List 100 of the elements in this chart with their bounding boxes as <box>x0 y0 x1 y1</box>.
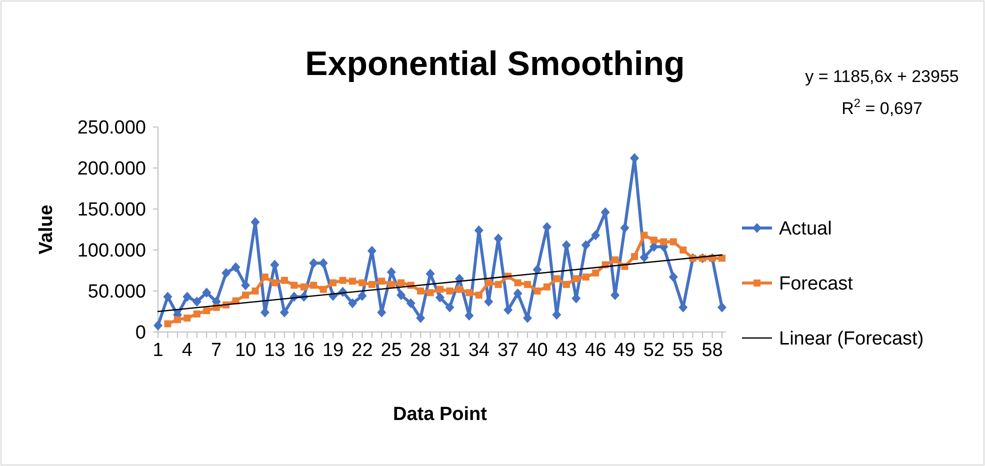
point <box>612 256 619 264</box>
point <box>368 280 376 288</box>
point <box>261 274 268 281</box>
x-tick-label: 43 <box>556 340 577 361</box>
point <box>184 314 191 322</box>
point <box>532 264 542 275</box>
point <box>680 246 687 254</box>
point <box>592 269 600 276</box>
point <box>553 275 560 282</box>
point <box>572 275 580 282</box>
point <box>310 282 318 289</box>
point <box>466 289 473 296</box>
point <box>426 289 434 296</box>
point <box>456 286 463 293</box>
point <box>718 254 726 262</box>
point <box>406 298 416 308</box>
x-tick-label: 16 <box>293 340 314 361</box>
point <box>475 292 482 299</box>
point <box>436 286 444 293</box>
point <box>718 302 726 312</box>
x-tick-label: 25 <box>380 340 402 361</box>
point <box>640 252 649 262</box>
x-tick-label: 40 <box>526 340 548 361</box>
point <box>668 272 678 282</box>
point <box>534 288 541 294</box>
point <box>446 288 454 294</box>
text: y = 1185,6x + 23955 <box>805 67 959 86</box>
x-tick-label: 55 <box>672 340 694 361</box>
y-tick-label: 0 <box>135 322 146 344</box>
point <box>670 238 677 246</box>
x-tick-label: 7 <box>211 340 222 361</box>
point <box>494 280 502 288</box>
point <box>582 274 590 281</box>
point <box>378 278 386 285</box>
x-tick-label: 22 <box>352 340 373 361</box>
point <box>193 310 200 318</box>
y-tick-label: 50.000 <box>88 282 146 303</box>
point <box>388 280 395 288</box>
point <box>309 258 318 268</box>
point <box>280 307 289 318</box>
point <box>182 292 192 302</box>
point <box>320 286 327 293</box>
point <box>485 279 492 286</box>
point <box>416 313 426 324</box>
point <box>543 283 550 290</box>
x-tick-label: 10 <box>234 340 256 361</box>
y-axis-title: Value <box>36 204 57 254</box>
x-tick-label: 58 <box>702 340 723 361</box>
point <box>174 316 181 324</box>
point <box>280 276 288 284</box>
point <box>271 279 278 286</box>
point <box>514 279 522 286</box>
point <box>252 288 259 294</box>
point <box>358 290 367 301</box>
point <box>358 279 366 286</box>
point <box>513 288 522 298</box>
point <box>290 282 298 289</box>
x-tick-label: 13 <box>264 340 286 361</box>
x-axis-title: Data Point <box>393 404 488 425</box>
legend-label: Actual <box>779 218 832 240</box>
point <box>396 290 406 300</box>
y-tick-label: 150.000 <box>77 200 146 221</box>
x-tick-label: 37 <box>498 340 519 361</box>
x-tick-label: 31 <box>439 340 460 361</box>
y-tick-label: 200.000 <box>77 158 146 180</box>
point <box>339 276 346 284</box>
point <box>436 292 444 303</box>
point <box>318 258 328 268</box>
x-tick-label: 1 <box>152 340 164 361</box>
point <box>242 292 250 299</box>
point <box>202 288 212 298</box>
y-tick-label: 100.000 <box>77 240 146 262</box>
point <box>398 279 405 286</box>
point <box>650 236 658 244</box>
point <box>231 262 240 272</box>
point <box>154 320 162 330</box>
point <box>524 280 532 288</box>
x-tick-label: 34 <box>468 340 490 361</box>
legend-label: Linear (Forecast) <box>779 328 924 350</box>
point <box>164 320 172 328</box>
chart-title: Exponential Smoothing <box>305 45 685 83</box>
point <box>300 283 308 290</box>
point <box>562 280 570 288</box>
x-tick-label: 46 <box>585 340 606 361</box>
point <box>348 278 356 285</box>
point <box>330 279 337 286</box>
x-tick-label: 49 <box>614 340 636 361</box>
point <box>348 298 357 308</box>
x-tick-label: 52 <box>643 340 664 361</box>
point <box>640 232 648 239</box>
point <box>417 288 424 294</box>
x-tick-label: 19 <box>322 340 344 361</box>
point <box>591 230 600 240</box>
x-tick-label: 4 <box>182 340 193 361</box>
point <box>660 238 668 246</box>
point <box>581 240 590 250</box>
point <box>192 296 202 307</box>
point <box>163 292 172 302</box>
point <box>445 302 454 312</box>
x-tick-label: 28 <box>410 340 432 361</box>
